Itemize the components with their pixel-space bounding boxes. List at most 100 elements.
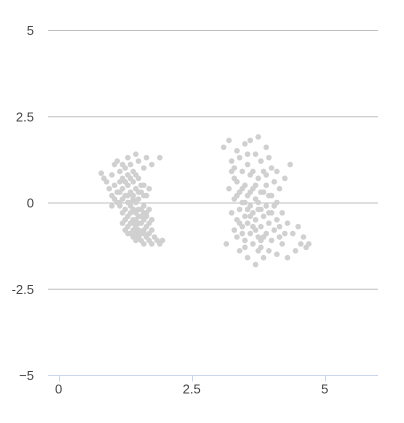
y-tick-label: 0: [27, 196, 34, 211]
data-point: [103, 179, 110, 185]
data-point: [138, 213, 144, 220]
y-tick-label: -2.5: [12, 282, 34, 297]
data-point: [228, 158, 235, 164]
data-point: [239, 168, 246, 175]
data-point: [148, 216, 155, 223]
data-point: [274, 251, 280, 258]
data-point: [148, 227, 155, 233]
data-point: [236, 154, 243, 161]
data-point: [247, 230, 254, 237]
data-point: [255, 199, 262, 206]
data-point: [282, 230, 288, 237]
data-point: [159, 237, 166, 244]
data-point: [244, 161, 251, 168]
data-point: [247, 213, 254, 220]
data-point: [109, 172, 115, 178]
data-point: [263, 203, 270, 209]
data-point: [276, 185, 283, 192]
data-point: [268, 165, 275, 171]
data-point: [236, 220, 243, 226]
data-point: [276, 234, 283, 240]
data-point: [141, 203, 147, 209]
data-point: [260, 213, 267, 220]
data-point: [276, 223, 283, 230]
data-point: [135, 189, 142, 195]
data-point: [228, 210, 235, 216]
data-point: [231, 175, 238, 182]
data-point: [117, 168, 123, 175]
x-axis-tick-labels: 0 2.5 5: [55, 382, 328, 397]
data-point: [106, 185, 113, 192]
data-point: [228, 168, 235, 175]
data-point: [252, 261, 259, 268]
data-point: [242, 141, 248, 147]
data-point: [268, 192, 275, 199]
data-point: [119, 161, 126, 168]
data-point: [125, 154, 131, 161]
data-point: [122, 227, 128, 233]
data-point: [231, 227, 238, 233]
data-point: [252, 151, 259, 157]
data-point: [148, 161, 155, 168]
data-point: [109, 203, 115, 209]
grid-lines: [48, 30, 378, 290]
data-point: [138, 182, 144, 189]
data-point: [226, 137, 232, 144]
data-point: [239, 230, 246, 237]
y-tick-label: −5: [19, 368, 34, 383]
data-point: [266, 210, 272, 216]
data-point: [271, 227, 278, 233]
data-point: [130, 220, 136, 226]
data-point: [290, 230, 296, 237]
data-point: [298, 241, 304, 247]
data-point: [239, 185, 246, 192]
data-point: [244, 206, 251, 213]
data-point: [282, 175, 288, 182]
data-point: [135, 196, 142, 202]
data-point: [260, 254, 267, 261]
data-point: [250, 223, 256, 230]
data-point: [135, 220, 142, 226]
data-points: [98, 134, 312, 268]
data-point: [268, 237, 275, 244]
data-point: [274, 216, 280, 223]
data-point: [255, 175, 262, 182]
data-point: [258, 206, 264, 213]
data-point: [250, 241, 256, 247]
data-point: [122, 206, 128, 213]
data-point: [300, 234, 307, 240]
data-point: [146, 185, 152, 192]
data-point: [130, 206, 136, 213]
data-point: [133, 230, 139, 237]
data-point: [117, 189, 123, 195]
data-point: [263, 144, 270, 151]
data-point: [127, 175, 134, 182]
data-point: [242, 199, 248, 206]
x-axis: [48, 375, 378, 382]
data-point: [141, 192, 147, 199]
data-point: [119, 220, 126, 226]
data-point: [247, 189, 254, 195]
data-point: [135, 158, 142, 164]
data-point: [127, 199, 134, 206]
data-point: [242, 237, 248, 244]
data-point: [271, 203, 278, 209]
data-point: [236, 248, 243, 254]
y-tick-label: 5: [27, 23, 34, 38]
x-tick-label: 5: [321, 382, 328, 397]
data-point: [255, 248, 262, 254]
data-point: [274, 168, 280, 175]
data-point: [279, 241, 285, 247]
data-point: [306, 241, 312, 247]
data-point: [234, 147, 240, 154]
data-point: [244, 254, 251, 261]
data-point: [266, 248, 272, 254]
data-point: [223, 241, 230, 247]
data-point: [156, 154, 163, 161]
data-point: [114, 158, 120, 164]
data-point: [98, 170, 105, 176]
data-point: [226, 185, 232, 192]
data-point: [279, 210, 285, 216]
data-point: [260, 189, 267, 195]
data-point: [111, 182, 118, 189]
